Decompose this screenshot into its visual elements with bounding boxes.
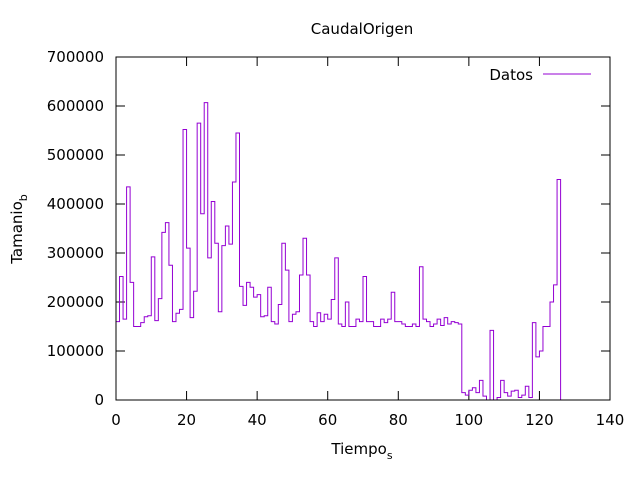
legend-label-datos: Datos <box>489 66 533 84</box>
y-tick-label: 300000 <box>47 244 104 262</box>
x-tick-label: 40 <box>248 411 267 429</box>
x-tick-label: 100 <box>455 411 484 429</box>
x-axis-label: Tiempos <box>330 440 392 462</box>
legend: Datos <box>489 66 591 84</box>
x-axis-ticks: 0 20 40 60 80 100 120 140 <box>111 57 624 429</box>
chart-title: CaudalOrigen <box>311 20 413 38</box>
y-axis-ticks: 0 100000 200000 300000 400000 500000 600000 700… <box>47 48 610 409</box>
y-tick-label: 0 <box>94 391 104 409</box>
y-tick-label: 400000 <box>47 195 104 213</box>
y-tick-label: 700000 <box>47 48 104 66</box>
y-tick-label: 100000 <box>47 342 104 360</box>
y-tick-label: 600000 <box>47 97 104 115</box>
x-tick-label: 0 <box>111 411 121 429</box>
x-tick-label: 140 <box>596 411 625 429</box>
series-line-datos <box>116 102 568 401</box>
x-tick-label: 60 <box>318 411 337 429</box>
y-tick-label: 500000 <box>47 146 104 164</box>
y-axis-label: Tamaniob <box>8 194 30 265</box>
x-tick-label: 20 <box>177 411 196 429</box>
x-tick-label: 80 <box>389 411 408 429</box>
x-tick-label: 120 <box>525 411 554 429</box>
y-tick-label: 200000 <box>47 293 104 311</box>
plot-frame <box>115 56 611 401</box>
